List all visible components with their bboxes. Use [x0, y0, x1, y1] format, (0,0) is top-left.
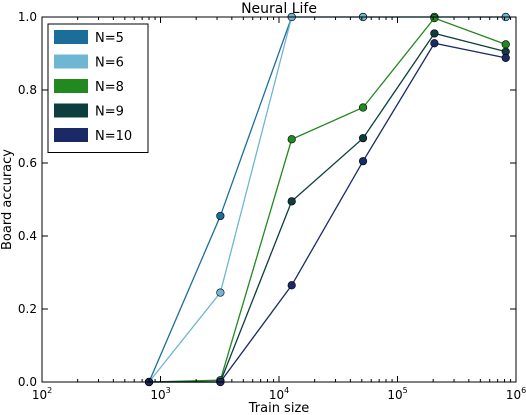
y-tick-label: 0.0: [18, 375, 37, 389]
data-point: [358, 134, 368, 143]
x-axis-label: Train size: [248, 401, 310, 415]
legend-label: N=9: [95, 105, 124, 120]
legend-swatch: [54, 128, 88, 142]
series-line-5: [149, 42, 506, 383]
x-tick-label: 106: [506, 386, 526, 402]
data-point: [358, 157, 368, 166]
y-tick-label: 1.0: [18, 10, 37, 24]
y-tick-label: 0.2: [18, 302, 37, 316]
y-tick-label: 0.6: [18, 156, 37, 170]
y-tick-label: 0.4: [18, 229, 37, 243]
data-point: [501, 40, 510, 49]
data-point: [287, 281, 296, 290]
legend: N=5 N=6 N=8 N=9 N=10: [47, 23, 149, 153]
y-axis-label: Board accuracy: [0, 149, 15, 250]
series-line-3: [149, 17, 506, 383]
series-layer: [144, 12, 510, 387]
x-tick-label: 102: [32, 386, 52, 402]
legend-label: N=5: [95, 31, 124, 46]
x-tick-label: 103: [150, 386, 170, 402]
legend-swatch: [54, 103, 88, 118]
data-point: [216, 211, 225, 221]
ticks-layer: 102 103 104 105 106 0.0 0.2 0.4 0.6 0.8 1.0: [18, 10, 526, 402]
legend-label: N=8: [95, 80, 124, 95]
series-line-2: [148, 16, 506, 383]
x-tick-label: 105: [387, 386, 407, 402]
series-line-1: [148, 16, 506, 383]
legend-label: N=6: [95, 56, 124, 71]
chart-title: Neural Life: [241, 1, 317, 17]
data-point: [501, 53, 510, 62]
data-point: [358, 103, 368, 112]
legend-swatch: [54, 54, 88, 69]
data-point: [216, 288, 225, 297]
data-point: [430, 39, 439, 48]
series-line-4: [149, 32, 506, 383]
legend-label: N=10: [95, 129, 132, 144]
legend-swatch: [54, 30, 88, 44]
legend-swatch: [54, 79, 88, 93]
data-point: [430, 13, 439, 23]
data-point: [287, 197, 296, 206]
data-point: [287, 135, 296, 144]
data-point: [430, 29, 439, 38]
y-tick-label: 0.8: [18, 83, 37, 97]
x-tick-label: 104: [269, 386, 289, 402]
